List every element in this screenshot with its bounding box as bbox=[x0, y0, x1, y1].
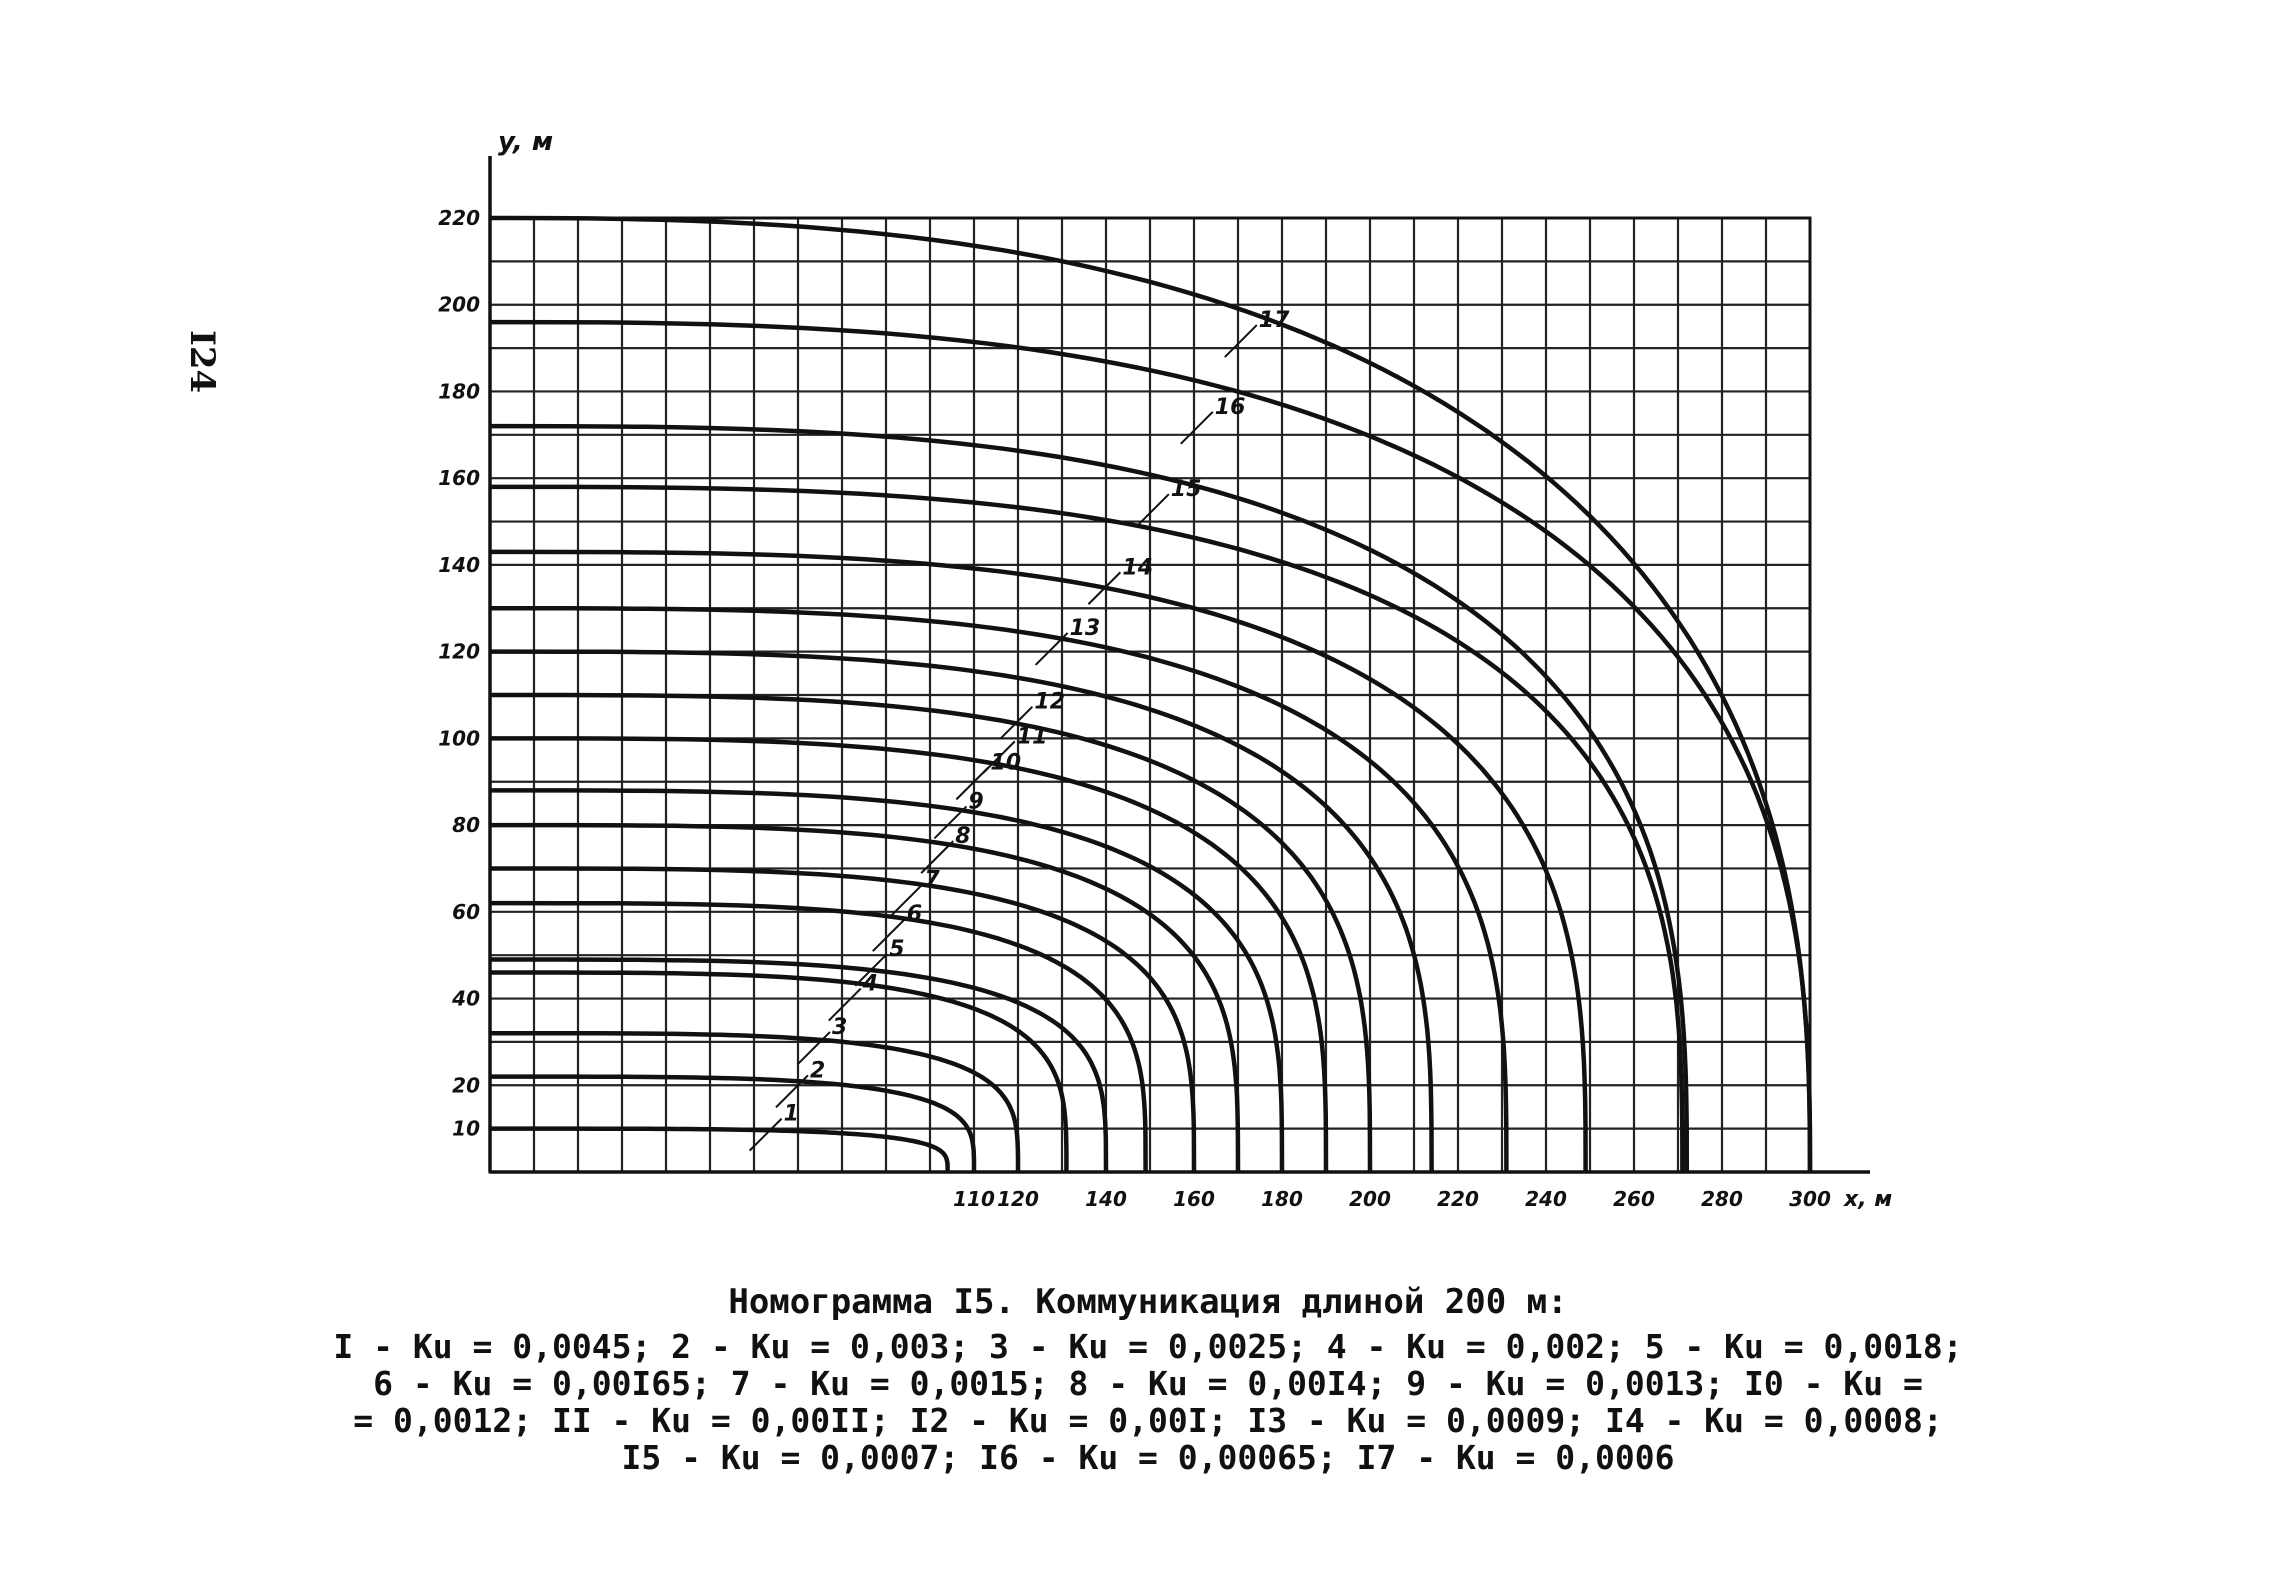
y-tick-label: 100 bbox=[438, 726, 480, 750]
curve-number-4: 4 bbox=[862, 972, 878, 997]
x-tick-label: 140 bbox=[1085, 1187, 1127, 1211]
caption: Номограмма I5. Коммуникация длиной 200 м… bbox=[0, 1282, 2296, 1476]
caption-title: Номограмма I5. Коммуникация длиной 200 м… bbox=[728, 1282, 1568, 1322]
caption-line-4: I5 - Ku = 0,0007; I6 - Ku = 0,00065; I7 … bbox=[621, 1438, 1675, 1477]
curve-2 bbox=[490, 1074, 977, 1172]
curve-number-9: 9 bbox=[968, 789, 983, 814]
y-tick-label: 160 bbox=[438, 466, 480, 490]
curve-number-1: 1 bbox=[784, 1102, 799, 1127]
x-tick-label: 160 bbox=[1173, 1187, 1215, 1211]
y-tick-label: 20 bbox=[452, 1073, 480, 1097]
curve-number-2: 2 bbox=[810, 1058, 825, 1083]
curve-leader-16 bbox=[1180, 411, 1214, 445]
curve-17 bbox=[489, 319, 1813, 1173]
curve-leader-6 bbox=[872, 918, 906, 952]
curve-leader-9 bbox=[933, 805, 968, 840]
curve-8 bbox=[490, 822, 1241, 1173]
caption-line-3: = 0,0012; II - Ku = 0,00II; I2 - Ku = 0,… bbox=[353, 1401, 1943, 1440]
curve-number-12: 12 bbox=[1034, 690, 1065, 715]
curve-leader-17 bbox=[1224, 324, 1258, 358]
curve-6 bbox=[489, 900, 1148, 1173]
curve-15 bbox=[490, 484, 1685, 1173]
caption-line-2: 6 - Ku = 0,00I65; 7 - Ku = 0,0015; 8 - K… bbox=[373, 1364, 1923, 1403]
curve-leader-12 bbox=[999, 705, 1034, 740]
y-tick-label: 200 bbox=[438, 293, 480, 317]
curve-leader-2 bbox=[775, 1074, 809, 1108]
curve-leader-7 bbox=[889, 883, 924, 918]
curve-5 bbox=[490, 957, 1109, 1173]
curve-number-17: 17 bbox=[1259, 308, 1290, 333]
x-tick-label: 280 bbox=[1701, 1187, 1743, 1211]
curve-outer bbox=[489, 215, 1813, 1173]
y-tick-label: 40 bbox=[451, 987, 480, 1011]
curve-leader-4 bbox=[828, 987, 862, 1022]
curve-7 bbox=[490, 866, 1197, 1173]
curve-leader-11 bbox=[982, 740, 1016, 775]
curve-1 bbox=[490, 1126, 950, 1172]
x-tick-label: 110 bbox=[953, 1187, 995, 1211]
curve-leader-1 bbox=[748, 1117, 783, 1152]
y-tick-label: 220 bbox=[438, 206, 480, 230]
curve-leader-3 bbox=[797, 1031, 831, 1065]
y-axis-label: y, м bbox=[498, 127, 553, 157]
curve-16 bbox=[489, 423, 1690, 1173]
curve-leader-5 bbox=[854, 953, 888, 987]
curve-4 bbox=[490, 970, 1069, 1172]
curve-leader-13 bbox=[1034, 632, 1069, 666]
curve-number-3: 3 bbox=[832, 1015, 847, 1040]
curve-number-11: 11 bbox=[1017, 724, 1048, 749]
curve-label-leaders bbox=[748, 324, 1258, 1152]
curve-3 bbox=[490, 1030, 1021, 1172]
curve-leader-8 bbox=[920, 840, 954, 874]
curve-13 bbox=[490, 606, 1509, 1173]
curve-number-10: 10 bbox=[990, 750, 1021, 775]
curve-12 bbox=[489, 649, 1434, 1173]
y-tick-label: 80 bbox=[452, 813, 480, 837]
x-tick-label: 120 bbox=[997, 1187, 1039, 1211]
x-axis-label: x, м bbox=[1843, 1187, 1892, 1212]
x-tick-label: 260 bbox=[1613, 1187, 1655, 1211]
curve-leader-14 bbox=[1087, 571, 1122, 605]
curve-number-15: 15 bbox=[1171, 477, 1202, 502]
y-tick-label: 180 bbox=[438, 379, 480, 403]
curve-number-7: 7 bbox=[924, 867, 940, 892]
curve-9 bbox=[490, 788, 1285, 1173]
chart-curves bbox=[489, 215, 1813, 1173]
curve-11 bbox=[490, 692, 1373, 1173]
curve-14 bbox=[489, 549, 1588, 1173]
curve-number-6: 6 bbox=[907, 902, 922, 927]
y-tick-label: 60 bbox=[452, 900, 480, 924]
y-tick-label: 140 bbox=[438, 553, 480, 577]
curve-number-13: 13 bbox=[1070, 616, 1101, 641]
y-tick-label: 10 bbox=[452, 1117, 480, 1141]
x-tick-label: 180 bbox=[1261, 1187, 1303, 1211]
curve-10 bbox=[490, 736, 1329, 1173]
chart-labels: 1234567891011121314151617102040608010012… bbox=[438, 127, 1892, 1212]
curve-number-8: 8 bbox=[955, 824, 970, 849]
chart-grid bbox=[488, 216, 1812, 1174]
y-tick-label: 120 bbox=[438, 640, 480, 664]
x-tick-label: 220 bbox=[1437, 1187, 1479, 1211]
x-tick-label: 300 bbox=[1789, 1187, 1831, 1211]
curve-leader-15 bbox=[1136, 493, 1170, 527]
chart-axes bbox=[488, 156, 1870, 1174]
x-tick-label: 240 bbox=[1525, 1187, 1567, 1211]
page-number: I24 bbox=[182, 330, 222, 394]
curve-number-16: 16 bbox=[1215, 395, 1246, 420]
x-tick-label: 200 bbox=[1349, 1187, 1391, 1211]
caption-line-1: I - Ku = 0,0045; 2 - Ku = 0,003; 3 - Ku … bbox=[333, 1327, 1963, 1366]
curve-number-14: 14 bbox=[1122, 555, 1153, 580]
curve-number-5: 5 bbox=[889, 937, 904, 962]
